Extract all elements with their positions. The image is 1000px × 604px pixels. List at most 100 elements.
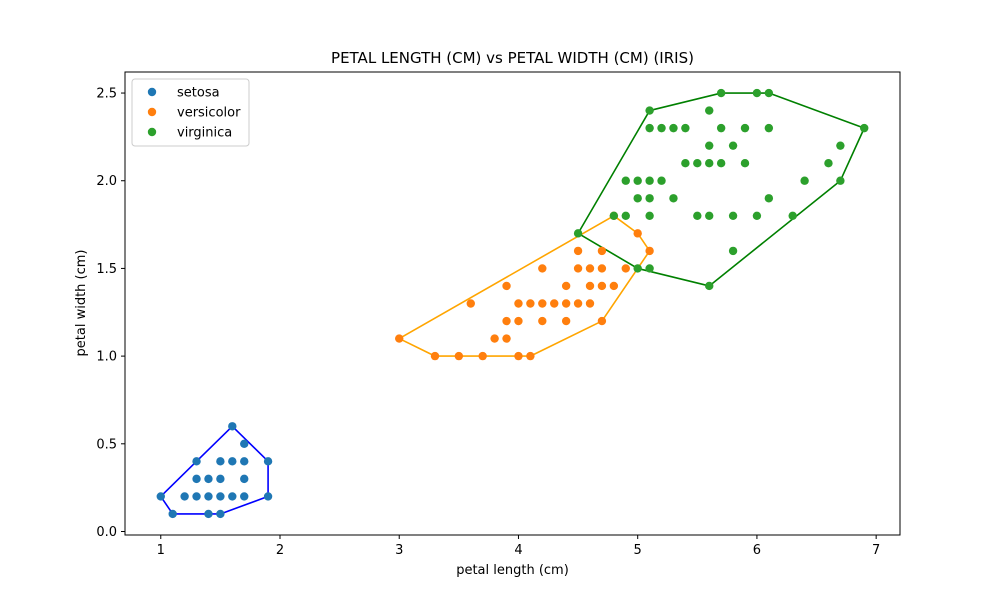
- legend-label-versicolor: versicolor: [177, 106, 241, 121]
- setosa-point: [192, 474, 201, 484]
- virginica-point: [621, 176, 630, 185]
- ticks-layer: 1 2 3 4 5 6 7 0.0 0.5 1.0 1.5 2.0 2.5: [96, 87, 880, 558]
- virginica-point: [752, 88, 762, 98]
- versicolor-point: [550, 299, 559, 308]
- x-tick-label: 5: [634, 543, 642, 558]
- x-tick-label: 1: [157, 543, 165, 558]
- virginica-point: [800, 176, 809, 185]
- x-axis-label: petal length (cm): [456, 563, 569, 578]
- versicolor-point: [514, 316, 523, 326]
- setosa-point: [263, 457, 273, 466]
- setosa-point: [216, 509, 225, 519]
- versicolor-point: [454, 351, 464, 361]
- versicolor-point: [585, 299, 595, 308]
- virginica-point: [824, 159, 833, 168]
- setosa-point: [228, 457, 237, 466]
- virginica-point: [740, 159, 750, 168]
- setosa-point: [168, 509, 177, 519]
- virginica-point: [645, 176, 654, 185]
- virginica-point: [728, 141, 738, 150]
- virginica-point: [836, 176, 845, 185]
- virginica-point: [657, 123, 666, 133]
- versicolor-point: [490, 334, 499, 343]
- virginica-point: [705, 141, 714, 150]
- versicolor-point: [573, 264, 583, 273]
- setosa-point: [192, 457, 201, 466]
- virginica-point: [705, 281, 714, 291]
- setosa-point: [228, 492, 237, 501]
- virginica-point: [836, 141, 845, 150]
- versicolor-point: [514, 299, 523, 308]
- virginica-point: [633, 176, 642, 185]
- y-tick-label: 2.5: [96, 87, 117, 102]
- x-tick-label: 3: [395, 543, 403, 558]
- x-tick-label: 6: [753, 543, 761, 558]
- setosa-point: [156, 492, 165, 501]
- setosa-point: [240, 492, 249, 501]
- setosa-point: [263, 492, 273, 501]
- versicolor-point: [585, 264, 595, 273]
- versicolor-point: [597, 246, 607, 256]
- x-tick-label: 4: [514, 543, 522, 558]
- versicolor-point: [597, 316, 607, 326]
- chart-title: PETAL LENGTH (CM) vs PETAL WIDTH (CM) (I…: [331, 49, 694, 67]
- virginica-point: [669, 123, 678, 133]
- x-tick-label: 7: [872, 543, 880, 558]
- virginica-point: [693, 211, 702, 221]
- legend: setosa versicolor virginica: [131, 78, 250, 147]
- setosa-point: [216, 457, 225, 466]
- setosa-point: [240, 474, 249, 484]
- setosa-point: [192, 492, 201, 501]
- versicolor-point: [514, 351, 523, 361]
- setosa-point: [204, 474, 213, 484]
- virginica-point: [573, 229, 583, 238]
- virginica-point: [716, 123, 726, 133]
- virginica-point: [609, 211, 619, 221]
- setosa-point: [216, 492, 225, 501]
- y-tick-label: 2.0: [96, 174, 117, 189]
- x-tick-label: 2: [276, 543, 284, 558]
- virginica-point: [621, 211, 630, 221]
- setosa-hull-line: [159, 425, 269, 515]
- virginica-point: [645, 123, 654, 133]
- y-tick-label: 0.5: [96, 437, 117, 452]
- legend-label-setosa: setosa: [177, 86, 220, 101]
- setosa-point: [228, 422, 237, 431]
- virginica-point: [633, 194, 642, 203]
- versicolor-point: [573, 246, 583, 256]
- versicolor-point: [430, 351, 440, 361]
- virginica-point: [645, 194, 654, 203]
- versicolor-point: [478, 351, 487, 361]
- virginica-point: [728, 246, 738, 256]
- y-tick-label: 0.0: [96, 525, 117, 540]
- virginica-point: [705, 211, 714, 221]
- versicolor-point: [561, 281, 571, 291]
- virginica-point: [788, 211, 797, 221]
- versicolor-point: [633, 229, 642, 238]
- legend-marker-versicolor: [147, 107, 157, 117]
- virginica-point: [681, 123, 690, 133]
- versicolor-point: [609, 281, 619, 291]
- points-layer: [156, 88, 869, 519]
- legend-box: [131, 78, 250, 147]
- virginica-point: [681, 159, 690, 168]
- versicolor-point: [597, 281, 607, 291]
- versicolor-point: [573, 299, 583, 308]
- setosa-point: [204, 492, 213, 501]
- plot-area-frame: [124, 71, 901, 536]
- virginica-point: [716, 88, 726, 98]
- y-axis-label: petal width (cm): [74, 250, 89, 357]
- virginica-point: [669, 194, 678, 203]
- versicolor-point: [466, 299, 475, 308]
- legend-marker-virginica: [147, 127, 157, 137]
- versicolor-point: [538, 264, 547, 273]
- virginica-point: [752, 211, 762, 221]
- versicolor-point: [538, 316, 547, 326]
- virginica-point: [645, 264, 654, 273]
- versicolor-point: [621, 264, 630, 273]
- versicolor-point: [502, 334, 511, 343]
- virginica-point: [728, 211, 738, 221]
- setosa-point: [204, 509, 213, 519]
